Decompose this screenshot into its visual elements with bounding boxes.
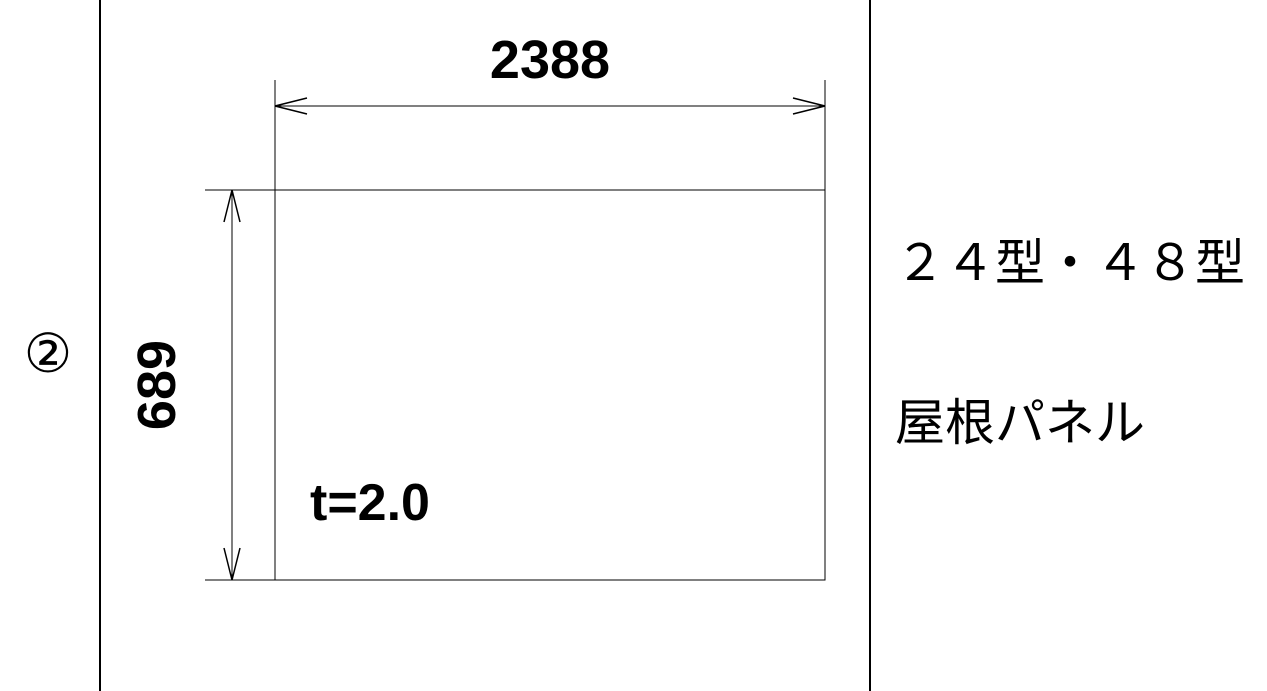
technical-drawing: 2388 689 t=2.0 ② ２４型・４８型 屋根パネル [0, 0, 1267, 691]
dimension-vertical: 689 [127, 190, 275, 580]
model-type-label: ２４型・４８型 [895, 235, 1245, 291]
dimension-height-value: 689 [127, 340, 187, 430]
dimension-horizontal: 2388 [275, 30, 825, 190]
item-number: ② [24, 324, 72, 384]
dimension-width-value: 2388 [490, 30, 610, 90]
part-name-label: 屋根パネル [895, 395, 1145, 451]
thickness-label: t=2.0 [310, 474, 430, 532]
